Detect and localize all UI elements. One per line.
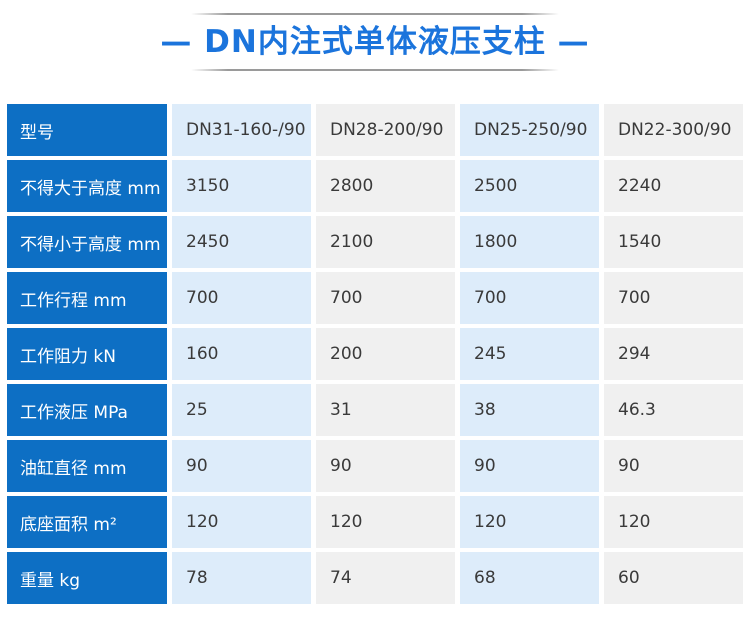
table-row: 油缸直径 mm 90 90 90 90 [7, 440, 743, 492]
data-cell: 25 [172, 384, 311, 436]
data-cell: 120 [316, 496, 455, 548]
table-row: 型号 DN31-160-/90 DN28-200/90 DN25-250/90 DN22… [7, 104, 743, 156]
data-cell: DN28-200/90 [316, 104, 455, 156]
spec-table: 型号 DN31-160-/90 DN28-200/90 DN25-250/90 DN22… [7, 104, 743, 604]
data-cell: 2500 [460, 160, 599, 212]
data-cell: 2240 [604, 160, 743, 212]
data-cell: 245 [460, 328, 599, 380]
data-cell: 120 [460, 496, 599, 548]
data-cell: 700 [604, 272, 743, 324]
row-label-cell: 工作液压 MPa [7, 384, 167, 436]
table-row: 工作行程 mm 700 700 700 700 [7, 272, 743, 324]
row-label-cell: 底座面积 m² [7, 496, 167, 548]
data-cell: 3150 [172, 160, 311, 212]
data-cell: 2100 [316, 216, 455, 268]
page-header: — DN内注式单体液压支柱 — [0, 0, 750, 71]
row-label-cell: 工作行程 mm [7, 272, 167, 324]
data-cell: 1540 [604, 216, 743, 268]
data-cell: 90 [604, 440, 743, 492]
table-row: 不得大于高度 mm 3150 2800 2500 2240 [7, 160, 743, 212]
data-cell: 2450 [172, 216, 311, 268]
data-cell: 38 [460, 384, 599, 436]
data-cell: 1800 [460, 216, 599, 268]
table-row: 重量 kg 78 74 68 60 [7, 552, 743, 604]
data-cell: DN22-300/90 [604, 104, 743, 156]
data-cell: 46.3 [604, 384, 743, 436]
data-cell: 700 [316, 272, 455, 324]
table-row: 工作液压 MPa 25 31 38 46.3 [7, 384, 743, 436]
data-cell: 90 [172, 440, 311, 492]
title-rule-top [191, 13, 559, 15]
data-cell: 90 [316, 440, 455, 492]
data-cell: DN31-160-/90 [172, 104, 311, 156]
data-cell: 60 [604, 552, 743, 604]
data-cell: 160 [172, 328, 311, 380]
data-cell: 90 [460, 440, 599, 492]
data-cell: 200 [316, 328, 455, 380]
row-label-cell: 不得大于高度 mm [7, 160, 167, 212]
row-label-cell: 不得小于高度 mm [7, 216, 167, 268]
data-cell: 74 [316, 552, 455, 604]
table-row: 工作阻力 kN 160 200 245 294 [7, 328, 743, 380]
row-label-cell: 工作阻力 kN [7, 328, 167, 380]
data-cell: 120 [172, 496, 311, 548]
data-cell: 700 [172, 272, 311, 324]
data-cell: 294 [604, 328, 743, 380]
table-row: 不得小于高度 mm 2450 2100 1800 1540 [7, 216, 743, 268]
row-label-cell: 重量 kg [7, 552, 167, 604]
data-cell: 78 [172, 552, 311, 604]
data-cell: 120 [604, 496, 743, 548]
row-label-cell: 油缸直径 mm [7, 440, 167, 492]
page-title: — DN内注式单体液压支柱 — [160, 24, 590, 60]
data-cell: 700 [460, 272, 599, 324]
data-cell: 2800 [316, 160, 455, 212]
title-rule-bottom [191, 69, 559, 71]
data-cell: 68 [460, 552, 599, 604]
data-cell: 31 [316, 384, 455, 436]
table-row: 底座面积 m² 120 120 120 120 [7, 496, 743, 548]
row-label-cell: 型号 [7, 104, 167, 156]
data-cell: DN25-250/90 [460, 104, 599, 156]
